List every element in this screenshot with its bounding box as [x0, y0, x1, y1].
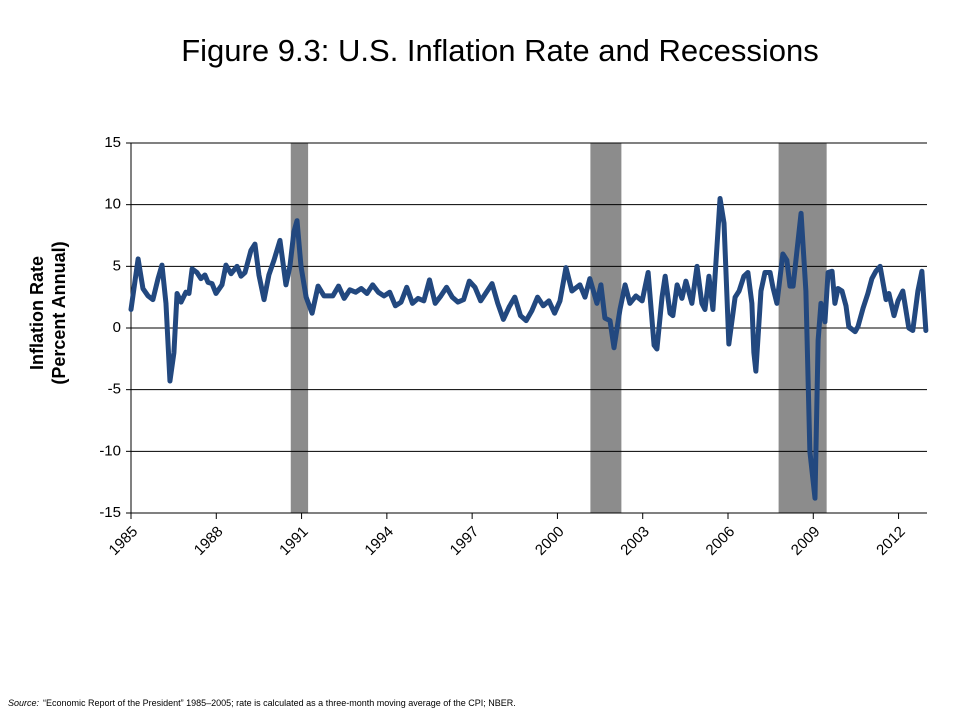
data-line [128, 196, 929, 501]
y-tick-label: 5 [113, 257, 121, 274]
source-note: Source: “Economic Report of the President… [8, 698, 516, 708]
x-tick-label: 2000 [532, 523, 568, 559]
y-axis-label: Inflation Rate (Percent Annual) [27, 241, 69, 384]
x-tick-label: 1988 [191, 523, 227, 559]
y-axis-label-line: Inflation Rate [27, 256, 47, 370]
y-tick-label: -15 [99, 504, 121, 521]
x-tick-label: 2003 [617, 523, 653, 559]
x-tick-label: 2012 [873, 523, 909, 559]
y-tick-label: 15 [104, 134, 121, 151]
x-tick-label: 2009 [788, 523, 824, 559]
x-tick-label: 1997 [447, 523, 483, 559]
x-tick-label: 1991 [276, 523, 312, 559]
y-axis-label-line: (Percent Annual) [49, 241, 69, 384]
x-tick-label: 1994 [361, 523, 397, 559]
y-tick-label: -10 [99, 442, 121, 459]
source-label: Source: [8, 698, 40, 708]
x-tick-label: 1985 [106, 523, 142, 559]
chart-title: Figure 9.3: U.S. Inflation Rate and Rece… [181, 33, 819, 68]
source-text: “Economic Report of the President” 1985–… [43, 698, 516, 708]
y-tick-label: 10 [104, 196, 121, 213]
y-tick-label: 0 [113, 319, 121, 336]
y-tick-label: -5 [108, 381, 121, 398]
x-tick-label: 2006 [703, 523, 739, 559]
